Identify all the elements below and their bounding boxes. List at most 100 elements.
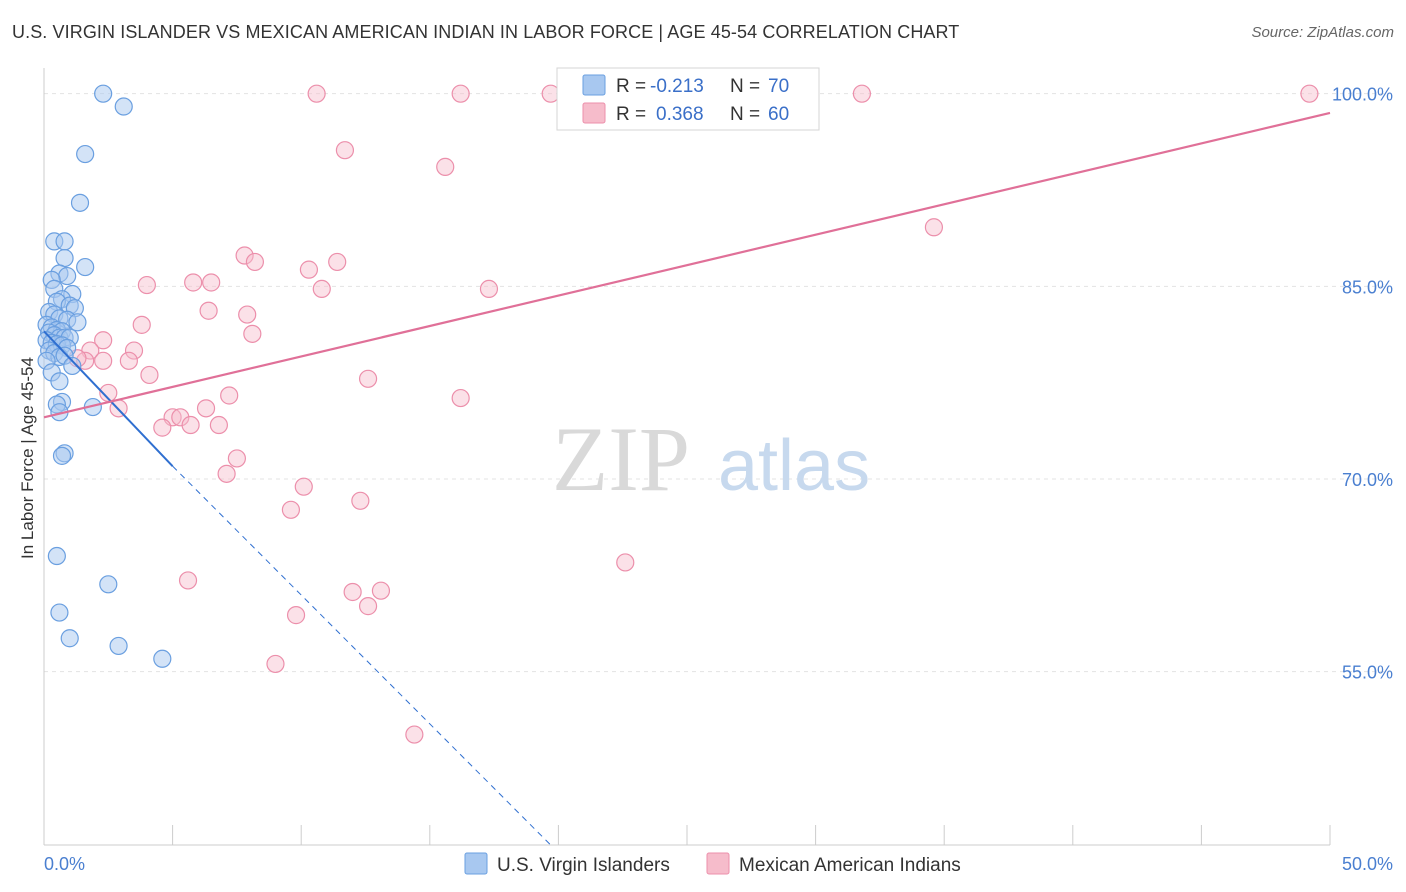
series-us-virgin-islanders [37, 84, 172, 668]
stats-r-label-2: R = [616, 104, 646, 125]
point-mexican-american-indians-15 [312, 279, 331, 298]
point-mexican-american-indians-42 [217, 464, 236, 483]
x-tick-label-1: 50.0% [1342, 854, 1393, 874]
trend-line-blue [43, 330, 174, 467]
point-mexican-american-indians-29 [140, 365, 159, 385]
stats-swatch-pink [582, 102, 606, 124]
point-mexican-american-indians-52 [266, 654, 285, 674]
point-us-virgin-islanders-6 [55, 248, 74, 268]
point-mexican-american-indians-5 [1300, 84, 1319, 103]
point-us-virgin-islanders-21 [68, 313, 87, 332]
stats-swatch-blue [582, 74, 606, 96]
point-mexican-american-indians-47 [178, 571, 198, 590]
point-mexican-american-indians-35 [196, 399, 216, 418]
point-us-virgin-islanders-55 [153, 649, 172, 668]
point-mexican-american-indians-41 [227, 449, 246, 468]
point-us-virgin-islanders-41 [63, 356, 82, 376]
grid [44, 93, 1390, 845]
point-mexican-american-indians-51 [286, 606, 306, 625]
point-mexican-american-indians-40 [209, 415, 228, 435]
point-us-virgin-islanders-53 [60, 629, 79, 648]
point-us-virgin-islanders-1 [114, 97, 133, 116]
point-us-virgin-islanders-49 [52, 446, 72, 465]
point-us-virgin-islanders-52 [50, 603, 69, 622]
stats-r-value-1: -0.213 [650, 76, 704, 97]
point-us-virgin-islanders-3 [70, 193, 90, 212]
point-mexican-american-indians-20 [132, 315, 151, 334]
stats-n-value-2: 60 [768, 104, 789, 125]
point-mexican-american-indians-6 [335, 141, 355, 160]
series-mexican-american-indians [68, 84, 1319, 744]
point-mexican-american-indians-33 [451, 388, 470, 408]
stats-r-value-2: 0.368 [656, 104, 704, 125]
point-mexican-american-indians-21 [243, 324, 262, 343]
point-mexican-american-indians-32 [220, 386, 239, 405]
point-mexican-american-indians-48 [343, 582, 362, 602]
chart-title: U.S. VIRGIN ISLANDER VS MEXICAN AMERICAN… [12, 22, 960, 42]
point-us-virgin-islanders-50 [47, 546, 66, 566]
point-mexican-american-indians-14 [202, 273, 221, 292]
point-mexican-american-indians-11 [328, 252, 347, 272]
point-us-virgin-islanders-43 [50, 372, 69, 391]
point-mexican-american-indians-46 [616, 553, 635, 572]
trend-line-blue-extension [172, 465, 552, 846]
point-mexican-american-indians-0 [307, 84, 326, 103]
point-mexican-american-indians-53 [405, 725, 424, 744]
point-us-virgin-islanders-9 [58, 266, 77, 286]
point-mexican-american-indians-19 [238, 305, 257, 324]
point-mexican-american-indians-10 [245, 252, 265, 272]
point-mexican-american-indians-7 [436, 157, 455, 176]
watermark-atlas: atlas [718, 426, 870, 506]
point-us-virgin-islanders-54 [109, 636, 128, 656]
point-mexican-american-indians-39 [181, 415, 200, 435]
point-mexican-american-indians-50 [358, 597, 378, 616]
stats-n-label-1: N = [730, 76, 760, 97]
point-mexican-american-indians-37 [171, 408, 190, 427]
point-us-virgin-islanders-5 [55, 232, 74, 251]
point-mexican-american-indians-27 [119, 351, 138, 370]
legend-label-blue: U.S. Virgin Islanders [497, 855, 670, 876]
point-mexican-american-indians-24 [124, 341, 144, 360]
legend-swatch-pink [706, 852, 730, 875]
point-mexican-american-indians-1 [451, 84, 470, 103]
trend-lines [43, 111, 1331, 846]
stats-n-label-2: N = [730, 104, 760, 125]
point-mexican-american-indians-13 [184, 273, 203, 292]
point-mexican-american-indians-9 [235, 246, 254, 265]
watermark-zip: ZIP [552, 408, 690, 510]
legend-label-pink: Mexican American Indians [739, 855, 961, 876]
legend: U.S. Virgin Islanders Mexican American I… [464, 852, 961, 876]
stats-box: R = -0.213 N = 70 R = 0.368 N = 60 [556, 67, 820, 131]
point-mexican-american-indians-17 [137, 275, 156, 295]
point-mexican-american-indians-45 [281, 500, 301, 519]
trend-line-pink [43, 111, 1331, 419]
point-mexican-american-indians-8 [924, 218, 944, 237]
point-mexican-american-indians-44 [351, 491, 370, 510]
y-tick-label-2: 85.0% [1342, 277, 1393, 297]
legend-swatch-blue [464, 852, 488, 875]
point-mexican-american-indians-4 [852, 84, 871, 103]
point-mexican-american-indians-38 [153, 418, 172, 437]
point-mexican-american-indians-49 [371, 581, 391, 600]
point-us-virgin-islanders-7 [76, 257, 95, 277]
point-us-virgin-islanders-51 [99, 575, 118, 594]
stats-r-label-1: R = [616, 76, 646, 97]
y-tick-label-1: 70.0% [1342, 470, 1393, 490]
chart-source: Source: ZipAtlas.com [1251, 24, 1394, 41]
point-mexican-american-indians-30 [358, 369, 378, 388]
point-mexican-american-indians-16 [479, 279, 499, 298]
point-us-virgin-islanders-2 [76, 144, 95, 164]
point-mexican-american-indians-26 [94, 351, 113, 370]
x-tick-label-0: 0.0% [44, 854, 85, 874]
axes [43, 68, 1330, 846]
watermark: ZIP atlas [552, 408, 870, 510]
y-tick-label-3: 100.0% [1332, 85, 1393, 105]
point-mexican-american-indians-12 [299, 260, 319, 279]
y-tick-label-0: 55.0% [1342, 663, 1393, 683]
point-mexican-american-indians-18 [199, 301, 218, 320]
stats-n-value-1: 70 [768, 76, 789, 97]
tick-labels: 55.0% 70.0% 85.0% 100.0% 0.0% 50.0% [44, 85, 1393, 874]
point-mexican-american-indians-43 [294, 477, 313, 496]
point-us-virgin-islanders-0 [94, 84, 113, 103]
